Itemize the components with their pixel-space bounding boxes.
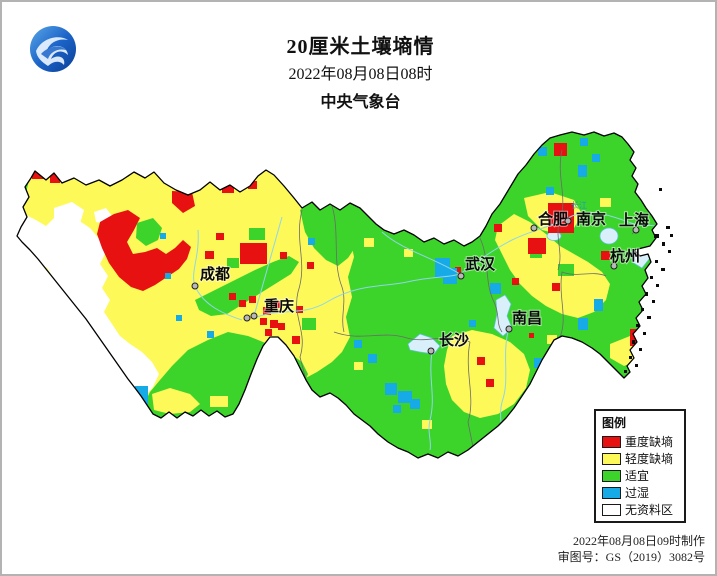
city-marker: [427, 347, 435, 355]
city-label: 杭州: [610, 247, 640, 265]
city-marker: [505, 325, 513, 333]
severe-drought-cells: [32, 132, 648, 387]
city-marker: [243, 314, 251, 322]
legend-title: 图例: [602, 416, 627, 430]
city-label: 上海: [619, 211, 649, 229]
city-marker: [250, 312, 258, 320]
lakes: [407, 227, 651, 355]
legend-swatch: [602, 435, 621, 448]
city-label: 成都: [200, 265, 230, 283]
legend-row: 无资料区: [602, 503, 679, 517]
legend-row: 重度缺墒: [602, 435, 679, 449]
river-label: 长江: [571, 200, 587, 210]
city-label: 南昌: [512, 309, 542, 327]
city-marker: [530, 224, 538, 232]
legend-swatch: [602, 469, 621, 482]
city-marker: [632, 226, 640, 234]
city-marker: [564, 217, 572, 225]
city-label: 武汉: [465, 255, 496, 273]
agency-name: 中央气象台: [320, 94, 401, 111]
city-marker: [191, 282, 199, 290]
legend-label: 过湿: [625, 486, 650, 500]
mild-drought-cells: [152, 198, 611, 429]
city-label: 合肥: [537, 210, 568, 228]
region-border: [16, 131, 658, 459]
legend-row: 过湿: [602, 486, 679, 500]
legend-box: 图例 重度缺墒轻度缺墒适宜过湿无资料区: [594, 409, 686, 523]
legend-label: 轻度缺墒: [625, 452, 674, 466]
legend-label: 适宜: [625, 469, 650, 483]
city-label: 南京: [576, 210, 606, 228]
coastal-islands: [624, 188, 673, 373]
legend-swatch: [602, 486, 621, 499]
cma-logo-icon: [30, 26, 76, 72]
page-title: 20厘米土壤墒情: [286, 36, 435, 58]
legend-row: 轻度缺墒: [602, 452, 679, 466]
legend-swatch: [602, 503, 621, 516]
city-label: 重庆: [264, 297, 294, 315]
legend-row: 适宜: [602, 469, 679, 483]
legend-label: 重度缺墒: [625, 435, 674, 449]
city-marker: [610, 262, 618, 270]
city-marker: [457, 272, 465, 280]
legend-swatch: [602, 452, 621, 465]
map-datetime: 2022年08月08日08时: [288, 66, 433, 83]
legend-label: 无资料区: [625, 503, 674, 517]
map-approval-number: 审图号：GS（2019）3082号: [557, 550, 705, 564]
legend-rows: 重度缺墒轻度缺墒适宜过湿无资料区: [602, 435, 679, 517]
city-label: 长沙: [439, 331, 469, 349]
footer-credits: 2022年08月08日09时制作 审图号：GS（2019）3082号: [558, 533, 705, 565]
produced-time: 2022年08月08日09时制作: [572, 534, 705, 548]
